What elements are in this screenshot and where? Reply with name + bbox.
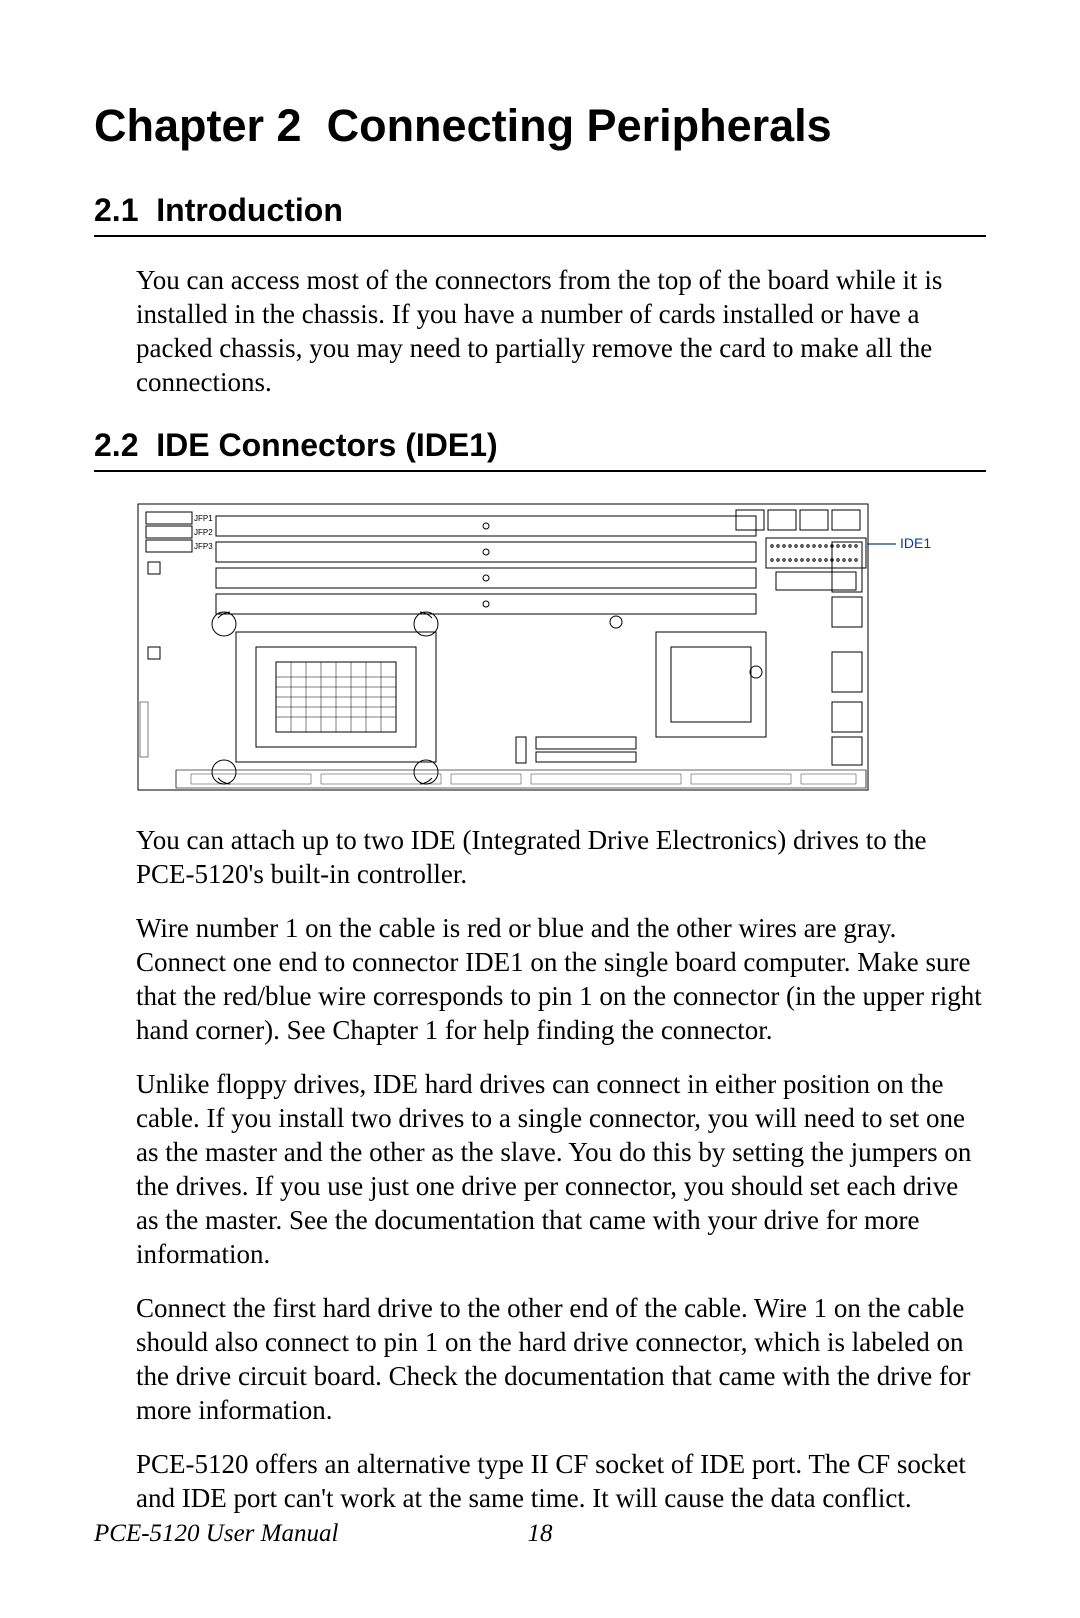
section-heading: 2.1 Introduction	[94, 192, 986, 237]
section-number: 2.1	[94, 192, 138, 228]
paragraph: Connect the first hard drive to the othe…	[136, 1291, 986, 1427]
paragraph: Wire number 1 on the cable is red or blu…	[136, 911, 986, 1047]
page: Chapter 2 Connecting Peripherals 2.1 Int…	[0, 0, 1080, 1618]
chapter-name: Connecting Peripherals	[327, 100, 832, 151]
page-number: 18	[528, 1520, 553, 1548]
ide1-label: IDE1	[900, 535, 931, 551]
section-body: You can access most of the connectors fr…	[136, 263, 986, 399]
section-title: IDE Connectors (IDE1)	[156, 427, 497, 463]
paragraph: You can access most of the connectors fr…	[136, 263, 986, 399]
manual-title: PCE-5120 User Manual	[94, 1520, 338, 1547]
section-heading: 2.2 IDE Connectors (IDE1)	[94, 427, 986, 472]
paragraph: You can attach up to two IDE (Integrated…	[136, 823, 986, 891]
paragraph: PCE-5120 offers an alternative type II C…	[136, 1447, 986, 1515]
motherboard-diagram-svg: IDE1 JFP1 JFP2 JFP3	[136, 502, 936, 792]
chapter-number: Chapter 2	[94, 100, 302, 151]
board-diagram: IDE1 JFP1 JFP2 JFP3	[136, 502, 986, 797]
section-title: Introduction	[156, 192, 343, 228]
chapter-title: Chapter 2 Connecting Peripherals	[94, 100, 986, 152]
page-footer: PCE-5120 User Manual 18	[94, 1520, 986, 1548]
section-introduction: 2.1 Introduction You can access most of …	[94, 192, 986, 399]
section-body: You can attach up to two IDE (Integrated…	[136, 823, 986, 1515]
svg-text:JFP1: JFP1	[194, 514, 213, 523]
svg-text:JFP3: JFP3	[194, 542, 213, 551]
section-number: 2.2	[94, 427, 138, 463]
section-ide-connectors: 2.2 IDE Connectors (IDE1)	[94, 427, 986, 1515]
paragraph: Unlike floppy drives, IDE hard drives ca…	[136, 1067, 986, 1271]
svg-text:JFP2: JFP2	[194, 528, 213, 537]
